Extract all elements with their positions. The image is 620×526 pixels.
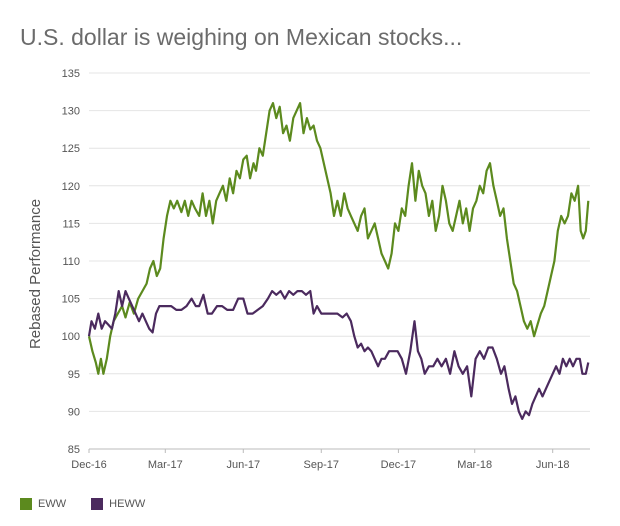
y-tick-label: 85 — [68, 444, 80, 456]
gridlines — [89, 72, 590, 450]
series-line-heww — [87, 290, 590, 420]
chart-title: U.S. dollar is weighing on Mexican stock… — [20, 24, 463, 50]
y-tick-labels: 85 90 95 100 105 110 115 120 125 130 135 — [62, 68, 80, 456]
y-tick-label: 130 — [62, 106, 80, 118]
x-tick-label: Jun-18 — [536, 459, 570, 471]
legend-item-eww: EWW — [20, 498, 66, 510]
x-tick-label: Jun-17 — [226, 459, 260, 471]
legend-swatch-heww — [91, 498, 104, 510]
x-tick-label: Mar-18 — [457, 459, 492, 471]
legend-label-heww: HEWW — [109, 498, 146, 510]
y-tick-label: 105 — [62, 294, 80, 306]
x-tick-labels: Dec-16 Mar-17 Jun-17 Sep-17 Dec-17 Mar-18 Jun-… — [71, 449, 570, 471]
y-tick-label: 120 — [62, 181, 80, 193]
x-tick-label: Dec-17 — [381, 459, 416, 471]
y-tick-label: 90 — [68, 406, 80, 418]
x-tick-label: Sep-17 — [304, 459, 339, 471]
legend-label-eww: EWW — [38, 498, 67, 510]
y-tick-label: 125 — [62, 143, 80, 155]
series-line-eww — [87, 102, 590, 375]
y-tick-label: 110 — [62, 256, 80, 268]
y-axis-title: Rebased Performance — [27, 199, 44, 349]
y-tick-label: 135 — [62, 68, 80, 80]
series-lines — [87, 102, 590, 420]
y-tick-label: 115 — [62, 218, 80, 230]
y-tick-label: 100 — [62, 331, 80, 343]
x-tick-label: Mar-17 — [148, 459, 183, 471]
y-tick-label: 95 — [68, 369, 80, 381]
legend: EWW HEWW — [20, 498, 167, 513]
x-tick-label: Dec-16 — [71, 459, 106, 471]
legend-swatch-eww — [20, 498, 32, 510]
legend-item-heww: HEWW — [91, 498, 145, 510]
